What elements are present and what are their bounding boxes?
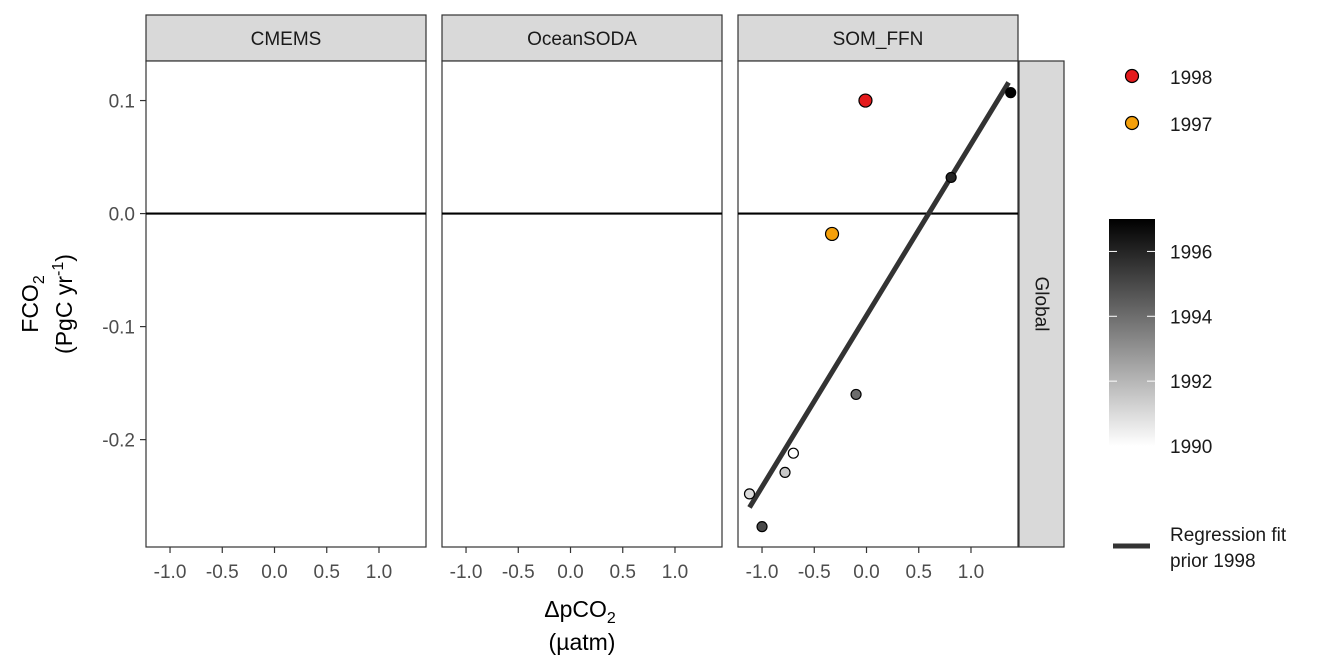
colorbar-label: 1992 xyxy=(1170,372,1212,393)
strip-right-label: Global xyxy=(1031,277,1052,332)
legend-key-1997 xyxy=(1124,115,1140,131)
y-tick-label: -0.1 xyxy=(102,318,135,339)
y-tick-label: 0.1 xyxy=(109,92,135,113)
strip-bg xyxy=(145,14,427,62)
x-tick-label: -1.0 xyxy=(450,562,483,583)
x-axis-title: ΔpCO2 (µatm) xyxy=(544,596,616,655)
x-tick-label: -1.0 xyxy=(746,562,779,583)
data-point xyxy=(787,447,799,459)
colorbar-ticks: 1996 1994 1992 1990 xyxy=(1109,242,1213,458)
strip-label: SOM_FFN xyxy=(833,29,924,50)
panels: CMEMS -1.0 -0.5 0.0 0.5 1.0 0.1 0.0 -0.1 -0.2 Ocea… xyxy=(102,14,1019,583)
y-axis-label: FCO2 xyxy=(17,275,48,333)
strip-label: OceanSODA xyxy=(527,29,637,50)
data-point xyxy=(779,466,791,479)
panel-oceansoda: OceanSODA -1.0 -0.5 0.0 0.5 1.0 xyxy=(441,14,723,583)
strip-right-bg xyxy=(1018,60,1065,548)
data-point xyxy=(743,488,756,500)
legend-label-regression-1: Regression fit xyxy=(1170,525,1287,546)
x-tick-label: -1.0 xyxy=(154,562,187,583)
x-tick-label: 0.5 xyxy=(906,562,932,583)
x-tick-label: -0.5 xyxy=(502,562,535,583)
data-point xyxy=(945,171,957,184)
legend-label-regression-2: prior 1998 xyxy=(1170,551,1256,572)
data-point xyxy=(850,388,862,401)
y-tick-label: -0.2 xyxy=(102,431,135,452)
legend: 1998 1997 1996 1994 1992 1990 Regression fi… xyxy=(1109,68,1287,572)
strip-label: CMEMS xyxy=(251,29,322,50)
colorbar xyxy=(1109,219,1155,446)
x-tick-label: -0.5 xyxy=(798,562,831,583)
legend-label-1997: 1997 xyxy=(1170,115,1212,136)
x-tick-label: 0.0 xyxy=(853,562,879,583)
data-point xyxy=(756,521,768,533)
x-tick-label: 1.0 xyxy=(958,562,984,583)
x-tick-label: 0.5 xyxy=(610,562,636,583)
strip-bg xyxy=(441,14,723,62)
legend-key-1998 xyxy=(1124,68,1140,84)
panel-cmems: CMEMS -1.0 -0.5 0.0 0.5 1.0 0.1 0.0 -0.1 -0.2 xyxy=(102,14,427,583)
x-tick-label: 1.0 xyxy=(366,562,392,583)
regression-line xyxy=(747,81,1011,509)
x-tick-label: 0.0 xyxy=(557,562,583,583)
plot-area xyxy=(441,60,723,548)
x-tick-label: 1.0 xyxy=(662,562,688,583)
x-axis-unit: (µatm) xyxy=(549,629,616,655)
y-axis-unit: (PgC yr-1) xyxy=(50,254,77,354)
colorbar-label: 1994 xyxy=(1170,307,1213,328)
legend-label-1998: 1998 xyxy=(1170,68,1212,89)
data-point xyxy=(858,93,873,108)
plot-area xyxy=(145,60,427,548)
data-point xyxy=(1005,87,1017,99)
x-tick-label: 0.5 xyxy=(314,562,340,583)
colorbar-label: 1996 xyxy=(1170,242,1212,263)
data-point xyxy=(824,226,840,242)
panel-som_ffn: SOM_FFN -1.0 -0.5 0.0 0.5 1.0 xyxy=(737,14,1019,583)
colorbar-label: 1990 xyxy=(1170,437,1212,458)
x-axis-label: ΔpCO2 xyxy=(544,596,616,627)
x-tick-label: 0.0 xyxy=(261,562,287,583)
y-axis-title: FCO2 (PgC yr-1) xyxy=(17,254,77,354)
x-tick-label: -0.5 xyxy=(206,562,239,583)
y-tick-label: 0.0 xyxy=(109,205,135,226)
